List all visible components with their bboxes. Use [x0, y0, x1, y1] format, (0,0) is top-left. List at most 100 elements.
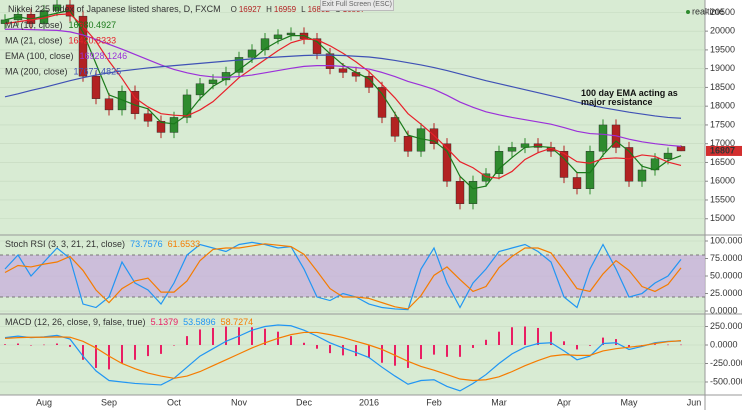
legend-value: 58.7274 — [221, 317, 254, 327]
candle-body — [676, 146, 686, 152]
x-tick-label: Nov — [231, 397, 248, 407]
y-tick-label: 16500 — [710, 157, 735, 167]
y-tick-label: 18500 — [710, 82, 735, 92]
x-tick-label: Apr — [557, 397, 571, 407]
candle-body — [234, 57, 244, 73]
indicator-line — [4, 13, 682, 179]
histogram-bar — [316, 344, 318, 349]
histogram-bar — [30, 344, 32, 346]
y-tick-label: 20500 — [710, 7, 735, 17]
histogram-bar — [95, 344, 97, 368]
candle-body — [364, 75, 374, 88]
indicator-line — [4, 241, 682, 311]
x-tick-label: Dec — [296, 397, 313, 407]
y-tick-label: 75.0000 — [710, 253, 742, 263]
histogram-bar — [667, 344, 669, 346]
candle-body — [624, 147, 634, 182]
candle-body — [286, 32, 296, 36]
histogram-bar — [56, 343, 58, 345]
legend-name: MA (21, close) — [5, 36, 63, 46]
candle-body — [507, 147, 517, 152]
legend-value: 16680.4927 — [69, 20, 117, 30]
candle-body — [143, 113, 153, 122]
histogram-bar — [511, 327, 513, 345]
ohlc-value: 16927 — [239, 5, 262, 14]
candle-body — [663, 152, 673, 159]
candle-body — [572, 177, 582, 189]
y-tick-label: 100.0000 — [710, 235, 742, 245]
candle-body — [273, 34, 283, 39]
plot-background — [0, 0, 705, 395]
histogram-bar — [264, 328, 266, 345]
histogram-bar — [680, 344, 682, 346]
panel-legend: MACD (12, 26, close, 9, false, true) 5.13… — [5, 317, 253, 327]
candle-body — [260, 38, 270, 51]
panel-legend: Stoch RSI (3, 3, 21, 21, close) 73.7576 61… — [5, 239, 200, 249]
histogram-bar — [134, 344, 136, 360]
status-dot — [686, 10, 690, 14]
ohlc-label: O — [231, 5, 237, 14]
annotation: 100 day EMA acting as major resistance — [581, 88, 678, 107]
histogram-bar — [615, 339, 617, 345]
histogram-bar — [121, 344, 123, 364]
indicator-line — [4, 331, 682, 382]
panel-title: MACD (12, 26, close, 9, false, true) — [5, 317, 146, 327]
candle-body — [91, 75, 101, 99]
indicator-line — [4, 54, 682, 119]
exit-full-screen[interactable]: Exit Full Screen (ESC) — [320, 0, 394, 11]
candle-body — [559, 151, 569, 178]
candle-body — [494, 151, 504, 174]
y-tick-label: 16000 — [710, 176, 735, 186]
price-tag-label: 16807 — [710, 145, 735, 155]
histogram-bar — [290, 336, 292, 345]
candle-body — [130, 90, 140, 114]
histogram-bar — [524, 326, 526, 345]
y-tick-label: 17500 — [710, 119, 735, 129]
histogram-bar — [329, 344, 331, 354]
histogram-bar — [108, 344, 110, 370]
ohlc-value: 16959 — [274, 5, 297, 14]
y-tick-label: 250.0000 — [710, 321, 742, 331]
price-tag — [706, 145, 742, 156]
candle-body — [169, 117, 179, 133]
chart-title: Nikkei 225 index of Japanese listed shar… — [8, 4, 365, 14]
histogram-bar — [589, 344, 591, 346]
x-tick-label: Aug — [36, 397, 52, 407]
indicator-line — [4, 324, 682, 392]
legend-value: 61.6533 — [168, 239, 201, 249]
histogram-bar — [563, 341, 565, 345]
histogram-bar — [472, 344, 474, 348]
histogram-bar — [303, 342, 305, 345]
y-tick-label: 50.0000 — [710, 270, 742, 280]
histogram-bar — [17, 343, 19, 345]
panel-title: Stoch RSI (3, 3, 21, 21, close) — [5, 239, 125, 249]
candle-body — [195, 83, 205, 96]
legend-value: 73.7576 — [130, 239, 163, 249]
legend-entry: MA (200, close) 17677.4825 — [5, 67, 121, 77]
legend-name: MA (200, close) — [5, 67, 68, 77]
candle-body — [598, 124, 608, 152]
x-tick-label: 2016 — [359, 397, 379, 407]
y-tick-label: 19000 — [710, 63, 735, 73]
legend-value: 17677.4825 — [74, 67, 122, 77]
candle-body — [416, 128, 426, 152]
x-tick-label: Oct — [167, 397, 182, 407]
histogram-bar — [69, 344, 71, 347]
legend-name: MA (10, close) — [5, 20, 63, 30]
y-tick-label: 17000 — [710, 138, 735, 148]
histogram-bar — [628, 344, 630, 348]
histogram-bar — [355, 344, 357, 357]
histogram-bar — [4, 344, 6, 345]
indicator-line — [4, 9, 682, 190]
histogram-bar — [160, 344, 162, 354]
candle-body — [585, 151, 595, 189]
x-tick-label: Jun — [687, 397, 702, 407]
candle-body — [208, 79, 218, 84]
histogram-bar — [485, 339, 487, 345]
histogram-bar — [186, 336, 188, 345]
y-tick-label: 20000 — [710, 26, 735, 36]
candle-body — [533, 143, 543, 148]
candle-body — [637, 169, 647, 182]
ohlc-label: H — [266, 5, 272, 14]
